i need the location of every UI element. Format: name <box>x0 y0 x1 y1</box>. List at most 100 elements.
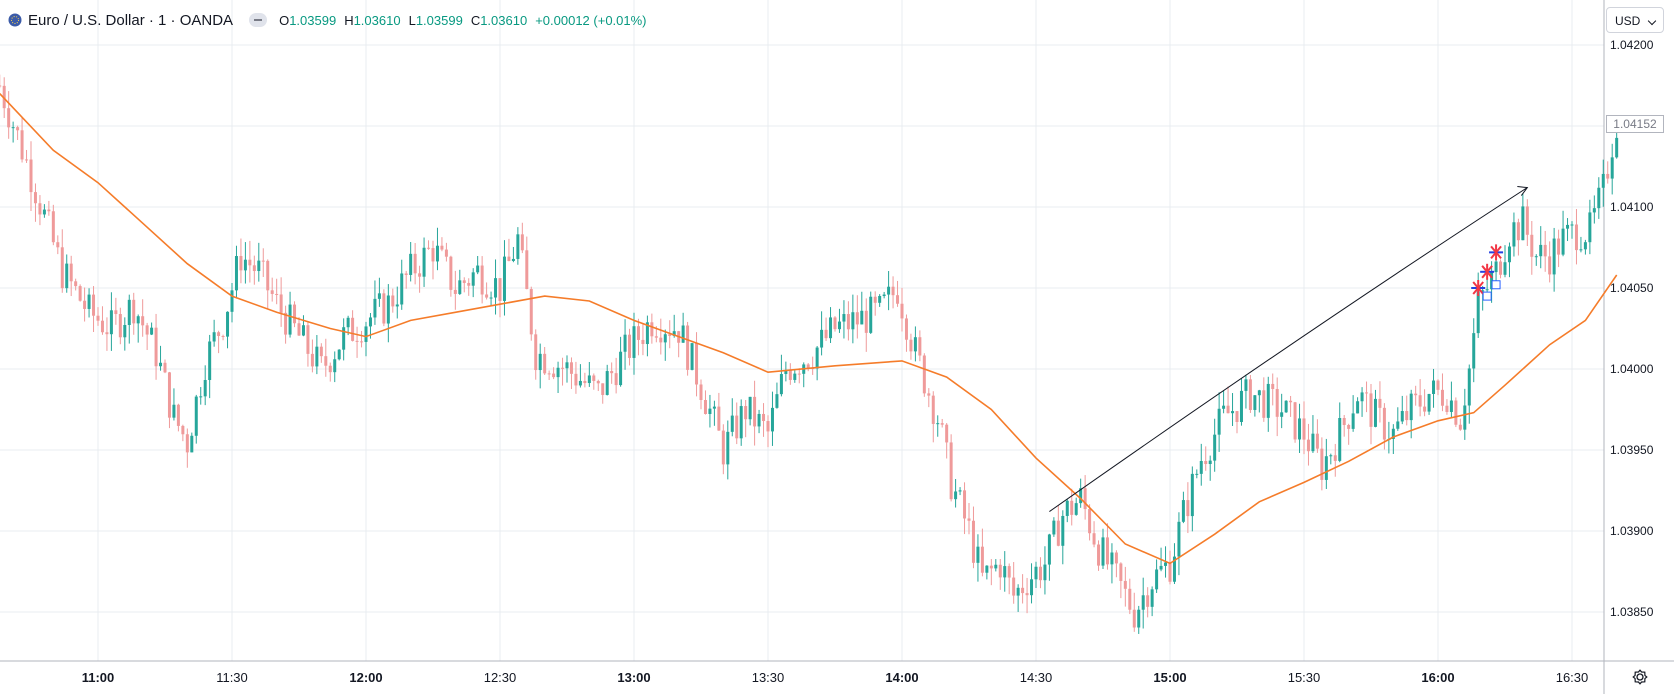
candle-body <box>788 370 792 380</box>
ohlc-low-key: L <box>408 12 416 28</box>
candle-body <box>203 380 207 397</box>
candle-body <box>1610 157 1614 179</box>
candle-body <box>1342 418 1346 426</box>
candle-body <box>163 362 167 373</box>
candle-body <box>1552 238 1556 275</box>
candle-body <box>319 346 323 357</box>
candle-body <box>248 259 252 266</box>
candle-body <box>1302 418 1306 440</box>
candle-body <box>739 406 743 439</box>
candle-body <box>444 249 448 257</box>
candle-body <box>909 339 913 352</box>
candle-body <box>1021 587 1025 594</box>
candle-body <box>1485 289 1489 291</box>
candle-body <box>20 130 24 160</box>
candle-body <box>391 295 395 307</box>
candle-body <box>891 286 895 296</box>
candle-body <box>1405 411 1409 421</box>
candle-body <box>842 314 846 322</box>
candle-body <box>1025 593 1029 596</box>
candle-body <box>141 316 145 326</box>
candle-body <box>1347 425 1351 429</box>
candle-body <box>1222 405 1226 409</box>
candle-body <box>980 546 984 573</box>
candle-body <box>806 364 810 369</box>
candle-body <box>976 546 980 563</box>
candle-body <box>270 290 274 294</box>
candle-body <box>971 520 975 563</box>
candle-body <box>172 404 176 418</box>
candle-body <box>516 234 520 259</box>
candle-body <box>1597 187 1601 209</box>
moving-average-line <box>0 93 1618 565</box>
candle-body <box>1271 383 1275 389</box>
candle-body <box>1172 556 1176 582</box>
candle-body <box>1566 224 1570 229</box>
settings-gear-icon[interactable] <box>1632 669 1648 685</box>
candle-body <box>1539 244 1543 257</box>
candle-body <box>234 256 238 291</box>
candle-body <box>337 349 341 360</box>
candle-body <box>449 256 453 290</box>
candle-body <box>502 256 506 301</box>
candle-body <box>435 245 439 262</box>
candle-body <box>927 393 931 396</box>
candle-body <box>636 326 640 340</box>
symbol-title[interactable]: Euro / U.S. Dollar · 1 · OANDA <box>28 11 234 29</box>
collapse-legend-button[interactable] <box>249 13 268 27</box>
candle-body <box>127 299 131 325</box>
candles-group <box>0 74 1619 634</box>
candle-body <box>92 294 96 316</box>
candle-body <box>1289 400 1293 403</box>
candle-body <box>708 408 712 414</box>
candle-body <box>1190 473 1194 517</box>
candle-body <box>0 85 2 87</box>
candle-body <box>96 315 100 321</box>
candle-body <box>1137 609 1141 628</box>
candle-body <box>69 263 73 282</box>
candle-body <box>230 290 234 312</box>
candle-body <box>1306 439 1310 452</box>
candle-body <box>949 442 953 500</box>
candle-body <box>793 373 797 380</box>
candle-body <box>1195 473 1199 475</box>
candle-body <box>1467 368 1471 406</box>
candle-body <box>1548 256 1552 275</box>
candle-body <box>592 375 596 381</box>
candle-body <box>1074 503 1078 515</box>
candle-body <box>1132 609 1136 628</box>
candle-body <box>511 258 515 261</box>
candle-body <box>1266 383 1270 418</box>
candle-body <box>476 265 480 273</box>
candle-body <box>538 353 542 371</box>
candle-body <box>199 396 203 398</box>
currency-select-button[interactable]: USD <box>1606 7 1664 33</box>
candle-body <box>1338 418 1342 461</box>
candle-body <box>1186 500 1190 517</box>
candle-body <box>1007 566 1011 578</box>
candle-body <box>1280 412 1284 417</box>
candle-body <box>1168 562 1172 582</box>
candle-body <box>1423 406 1427 412</box>
y-tick-label: 1.04100 <box>1610 200 1654 214</box>
candle-body <box>1105 537 1109 565</box>
candle-body <box>1226 405 1230 414</box>
candle-body <box>413 253 417 274</box>
candle-body <box>864 310 868 333</box>
ohlc-close-value: 1.03610 <box>480 12 528 28</box>
candle-body <box>351 317 355 341</box>
candle-body <box>851 312 855 330</box>
candle-body <box>333 359 337 373</box>
candle-body <box>556 367 560 378</box>
candle-body <box>494 278 498 298</box>
candle-body <box>1463 405 1467 430</box>
candle-body <box>1083 488 1087 510</box>
candle-body <box>601 383 605 395</box>
y-tick-label: 1.03850 <box>1610 605 1654 619</box>
y-tick-label: 1.04000 <box>1610 362 1654 376</box>
ohlc-high-key: H <box>344 12 354 28</box>
candle-body <box>498 278 502 301</box>
candle-body <box>145 325 149 335</box>
y-tick-label: 1.03900 <box>1610 524 1654 538</box>
